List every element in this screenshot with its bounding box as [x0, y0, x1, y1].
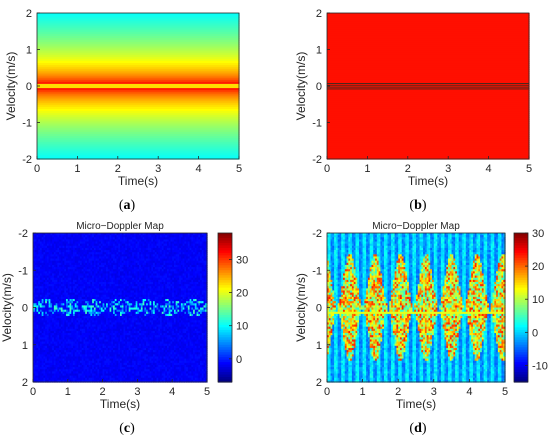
x-axis-label: Time(s) — [408, 174, 448, 188]
y-tick-label: 2 — [26, 8, 32, 20]
panel-caption: (b) — [409, 198, 426, 213]
y-axis-label: Velocity(m/s) — [4, 52, 18, 121]
x-tick-label: 0 — [324, 163, 330, 175]
heatmap-a — [37, 13, 240, 160]
panel-caption: (a) — [119, 198, 136, 213]
y-tick-label: -1 — [22, 118, 32, 130]
y-tick-label: -2 — [22, 154, 32, 166]
heatmap-c — [33, 233, 208, 383]
x-tick-label: 5 — [526, 163, 532, 175]
panel-c: 0 1 2 3 4 5-2-1012Time(s)Velocity(m/s)Micro−D… — [0, 221, 248, 436]
x-axis-label: Time(s) — [118, 174, 158, 188]
x-tick-label: 4 — [486, 163, 492, 175]
x-tick-label: 1 — [74, 163, 80, 175]
y-tick-label: 2 — [316, 8, 322, 20]
y-tick-label: 0 — [26, 81, 32, 93]
x-tick-label: 1 — [364, 163, 370, 175]
x-tick-label: 5 — [236, 163, 242, 175]
y-tick-label: -2 — [312, 154, 322, 166]
y-tick-label: 0 — [316, 81, 322, 93]
heatmap-b — [327, 13, 530, 160]
y-tick-label: 1 — [26, 45, 32, 57]
x-tick-label: 4 — [196, 163, 202, 175]
y-axis-label: Velocity(m/s) — [294, 52, 308, 121]
x-tick-label: 0 — [34, 163, 40, 175]
y-tick-label: 1 — [316, 45, 322, 57]
y-tick-label: -1 — [312, 118, 322, 130]
